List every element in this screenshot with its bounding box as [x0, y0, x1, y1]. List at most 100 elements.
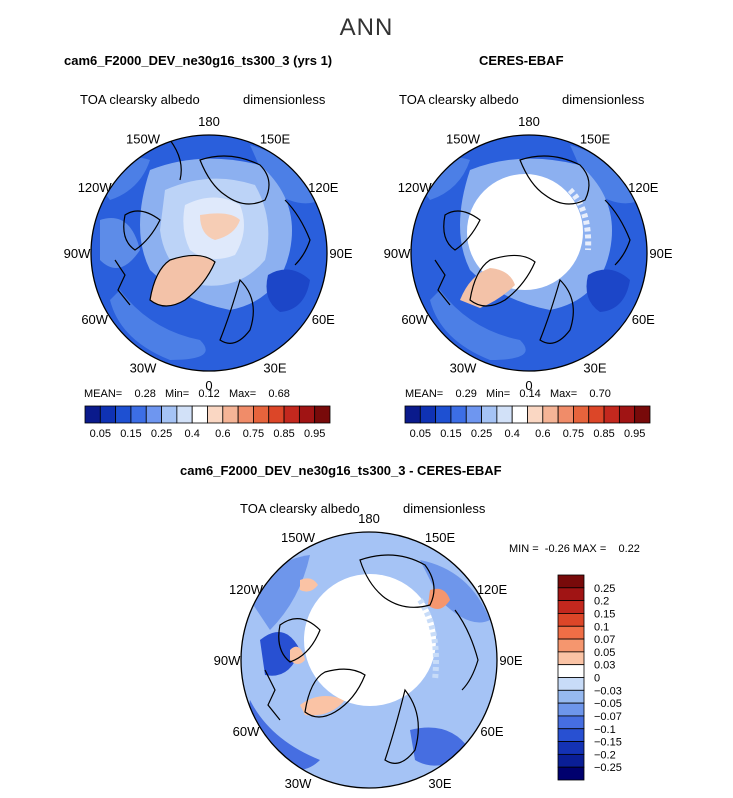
- coastlines: [114, 139, 311, 344]
- coastlines: [264, 554, 479, 764]
- longitude-label-60w: 60W: [233, 724, 260, 739]
- panel-b-units-label: dimensionless: [562, 92, 645, 107]
- colorbar-tick-label: 0.15: [120, 428, 141, 440]
- longitude-label-150w: 150W: [281, 530, 316, 545]
- colorbar-swatch: [557, 702, 585, 717]
- colorbar-swatch: [557, 651, 585, 666]
- colorbar-tick-label: −0.15: [594, 737, 622, 749]
- panel-b-stats: MEAN= 0.29 Min= 0.14 Max= 0.70: [405, 388, 611, 400]
- coastlines: [434, 155, 631, 344]
- colorbar-tick-label: −0.25: [594, 762, 622, 774]
- max-value: 0.22: [618, 543, 640, 555]
- longitude-label-30e: 30E: [263, 360, 286, 375]
- colorbar-swatch: [419, 405, 437, 424]
- colorbar-tick-label: 0.75: [243, 428, 264, 440]
- longitude-label-0: 0: [525, 378, 532, 393]
- colorbar-tick-label: 0.6: [535, 428, 550, 440]
- panel-c-units-label: dimensionless: [403, 501, 486, 516]
- colorbar-tick-label: 0.25: [151, 428, 172, 440]
- panel-a-title: cam6_F2000_DEV_ne30g16_ts300_3 (yrs 1): [64, 53, 333, 68]
- colorbar-swatch: [557, 677, 585, 691]
- colorbar-tick-label: −0.2: [594, 749, 616, 761]
- colorbar-tick-label: −0.1: [594, 724, 616, 736]
- longitude-label-90e: 90E: [649, 246, 672, 261]
- colorbar-swatch: [207, 405, 224, 424]
- colorbar-swatch: [618, 405, 636, 424]
- longitude-label-0: 0: [205, 378, 212, 393]
- longitude-label-0: 0: [365, 795, 372, 798]
- colorbar-tick-label: 0.05: [410, 428, 431, 440]
- colorbar-swatch: [557, 728, 585, 742]
- colorbar-swatch: [557, 766, 585, 781]
- colorbar-swatch: [314, 405, 331, 424]
- longitude-label-120w: 120W: [229, 582, 264, 597]
- colorbar-swatch: [450, 405, 467, 424]
- colorbar-swatch: [99, 405, 117, 424]
- colorbar-tick-label: 0.75: [563, 428, 584, 440]
- longitude-label-90e: 90E: [329, 246, 352, 261]
- longitude-label-30e: 30E: [583, 360, 606, 375]
- colorbar-tick-label: 0.6: [215, 428, 230, 440]
- colorbar-swatch: [573, 405, 590, 424]
- longitude-label-180: 180: [358, 511, 380, 526]
- longitude-label-90e: 90E: [499, 653, 522, 668]
- mean-label: MEAN=: [405, 388, 444, 400]
- max-label: Max=: [228, 388, 257, 400]
- colorbar-swatch: [268, 405, 285, 424]
- colorbar-tick-label: 0.4: [505, 428, 520, 440]
- longitude-label-180: 180: [198, 114, 220, 129]
- colorbar-swatch: [115, 405, 132, 424]
- colorbar-swatch: [176, 405, 193, 424]
- longitude-label-150e: 150E: [425, 530, 456, 545]
- min-value: 0.14: [519, 388, 541, 400]
- colorbar-tick-label: 0.25: [594, 583, 615, 595]
- colorbar-diff: 0.250.20.150.10.070.050.030−0.03−0.05−0.…: [557, 574, 622, 781]
- max-value: 0.68: [268, 388, 290, 400]
- longitude-labels-panel-a: 180 150E 120E 90E 60E 30E 0 30W 60W 90W 120W 150W: [64, 114, 353, 393]
- figure-title: ANN: [339, 14, 394, 41]
- longitude-label-120e: 120E: [308, 180, 339, 195]
- panel-c-title: cam6_F2000_DEV_ne30g16_ts300_3 - CERES-E…: [180, 463, 502, 478]
- colorbar-swatch: [435, 405, 452, 424]
- min-label: MIN =: [509, 543, 539, 555]
- colorbar-swatch: [557, 689, 585, 704]
- colorbar-swatch: [557, 664, 585, 678]
- colorbar-tick-label: 0.1: [594, 621, 609, 633]
- colorbar-tick-label: 0.15: [594, 608, 615, 620]
- colorbar-swatch: [145, 405, 162, 424]
- panel-a-units-label: dimensionless: [243, 92, 326, 107]
- longitude-label-150e: 150E: [260, 132, 291, 147]
- colorbar-swatch: [84, 405, 101, 424]
- colorbar-swatch: [557, 600, 585, 614]
- longitude-label-60e: 60E: [632, 312, 655, 327]
- colorbar-tick-label: 0.85: [273, 428, 294, 440]
- longitude-labels-panel-c: 180 150E 120E 90E 60E 30E 0 30W 60W 90W 120W 150W: [214, 511, 523, 798]
- longitude-label-30e: 30E: [428, 776, 451, 791]
- greenland-high-albedo: [460, 268, 515, 308]
- longitude-label-90w: 90W: [64, 246, 91, 261]
- colorbar-tick-label: −0.05: [594, 698, 622, 710]
- map-border: [240, 531, 498, 789]
- longitude-label-30w: 30W: [450, 360, 477, 375]
- panel-a-stats: MEAN= 0.28 Min= 0.12 Max= 0.68: [84, 388, 290, 400]
- panel-b-title: CERES-EBAF: [479, 53, 564, 68]
- colorbar-swatch: [557, 574, 585, 589]
- colorbar-panel-b: 0.05 0.15 0.25 0.4 0.6 0.75 0.85 0.95: [404, 405, 651, 440]
- max-value: 0.70: [589, 388, 611, 400]
- colorbar-swatch: [557, 587, 585, 602]
- colorbar-swatch: [283, 405, 300, 424]
- colorbar-tick-label: 0.95: [624, 428, 645, 440]
- colorbar-swatch: [634, 405, 651, 424]
- colorbar-swatch: [161, 405, 178, 424]
- colorbar-swatch: [542, 405, 559, 424]
- colorbar-swatch: [557, 715, 585, 730]
- colorbar-tick-label: 0.2: [594, 596, 609, 608]
- longitude-label-120w: 120W: [398, 180, 433, 195]
- longitude-label-60e: 60E: [312, 312, 335, 327]
- panel-c-variable-label: TOA clearsky albedo: [240, 501, 360, 516]
- colorbar-swatch: [557, 638, 585, 653]
- sea-ice-high-albedo: [200, 213, 240, 240]
- longitude-label-30w: 30W: [130, 360, 157, 375]
- min-label: Min=: [486, 388, 511, 400]
- longitude-label-120w: 120W: [78, 180, 113, 195]
